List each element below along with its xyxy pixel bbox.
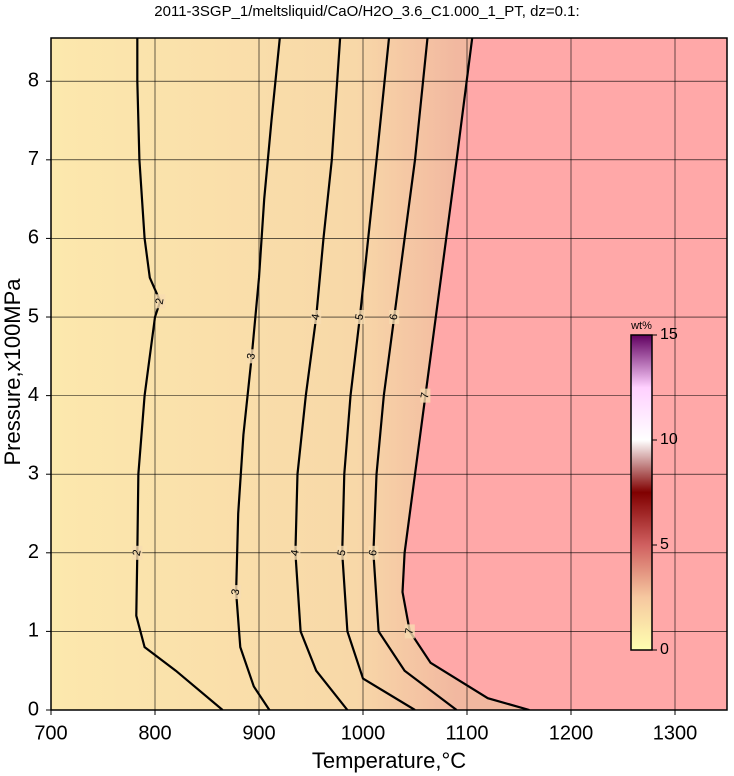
y-tick-label: 8 xyxy=(28,70,39,92)
y-tick-label: 4 xyxy=(28,384,39,406)
contour-label: 5 xyxy=(353,313,366,321)
y-tick-label: 0 xyxy=(28,698,39,720)
y-tick-label: 1 xyxy=(28,620,39,642)
x-tick-label: 900 xyxy=(242,722,275,744)
colorbar-tick-label: 15 xyxy=(660,326,678,343)
contour-label: 7 xyxy=(403,627,416,635)
colorbar-label: wt% xyxy=(630,320,652,332)
contour-label: 3 xyxy=(245,352,258,360)
x-axis-label: Temperature,°C xyxy=(312,748,466,773)
contour-label-bg xyxy=(354,310,365,325)
x-tick-label: 1000 xyxy=(341,722,386,744)
plot-frame xyxy=(50,37,728,711)
y-tick-label: 2 xyxy=(28,541,39,563)
contour-label-bg xyxy=(337,545,348,560)
y-tick-label: 5 xyxy=(28,305,39,327)
contour-label-bg xyxy=(290,545,301,560)
x-tick-label: 700 xyxy=(34,722,67,744)
contour-label: 5 xyxy=(336,549,349,557)
colorbar-tick-label: 10 xyxy=(660,431,678,448)
x-tick-label: 1100 xyxy=(445,722,488,744)
contour-line xyxy=(401,38,530,710)
contour-label: 2 xyxy=(131,549,144,557)
contour-label: 4 xyxy=(310,313,323,321)
contour-line xyxy=(135,38,224,710)
contour-label-bg xyxy=(368,545,379,560)
chart-title: 2011-3SGP_1/meltsliquid/CaO/H2O_3.6_C1.0… xyxy=(154,3,579,20)
contour-label: 3 xyxy=(230,588,243,596)
contour-line xyxy=(341,38,416,710)
contour-label-bg xyxy=(246,349,257,364)
colorbar: wt% 0 5 10 15 xyxy=(630,320,678,658)
contour-label-bg xyxy=(404,624,415,639)
contour-label: 2 xyxy=(154,297,167,305)
x-tick-label: 1300 xyxy=(653,722,698,744)
colorbar-tick-label: 0 xyxy=(660,641,669,658)
contour-label-bg xyxy=(311,310,322,325)
contour-label-bg xyxy=(420,388,431,403)
contour-label-bg xyxy=(389,310,400,325)
y-tick-label: 6 xyxy=(28,227,39,249)
contour-label: 6 xyxy=(388,313,401,321)
colorbar-scale xyxy=(630,334,653,651)
y-axis-label: Pressure,x100MPa xyxy=(0,278,25,466)
y-tick-label: 3 xyxy=(28,462,39,484)
contour-line xyxy=(235,38,281,710)
y-tick-label: 7 xyxy=(28,148,39,170)
contour-label-bg xyxy=(132,545,143,560)
contour-label: 7 xyxy=(419,392,432,400)
contour-line xyxy=(372,38,458,710)
contour-line xyxy=(294,38,349,710)
contour-label: 4 xyxy=(289,549,302,557)
x-tick-label: 1200 xyxy=(549,722,594,744)
x-tick-label: 800 xyxy=(138,722,171,744)
contour-label: 6 xyxy=(367,549,380,557)
contour-label-bg xyxy=(155,294,166,309)
contour-label-bg xyxy=(231,585,242,600)
colorbar-tick-label: 5 xyxy=(660,536,669,553)
